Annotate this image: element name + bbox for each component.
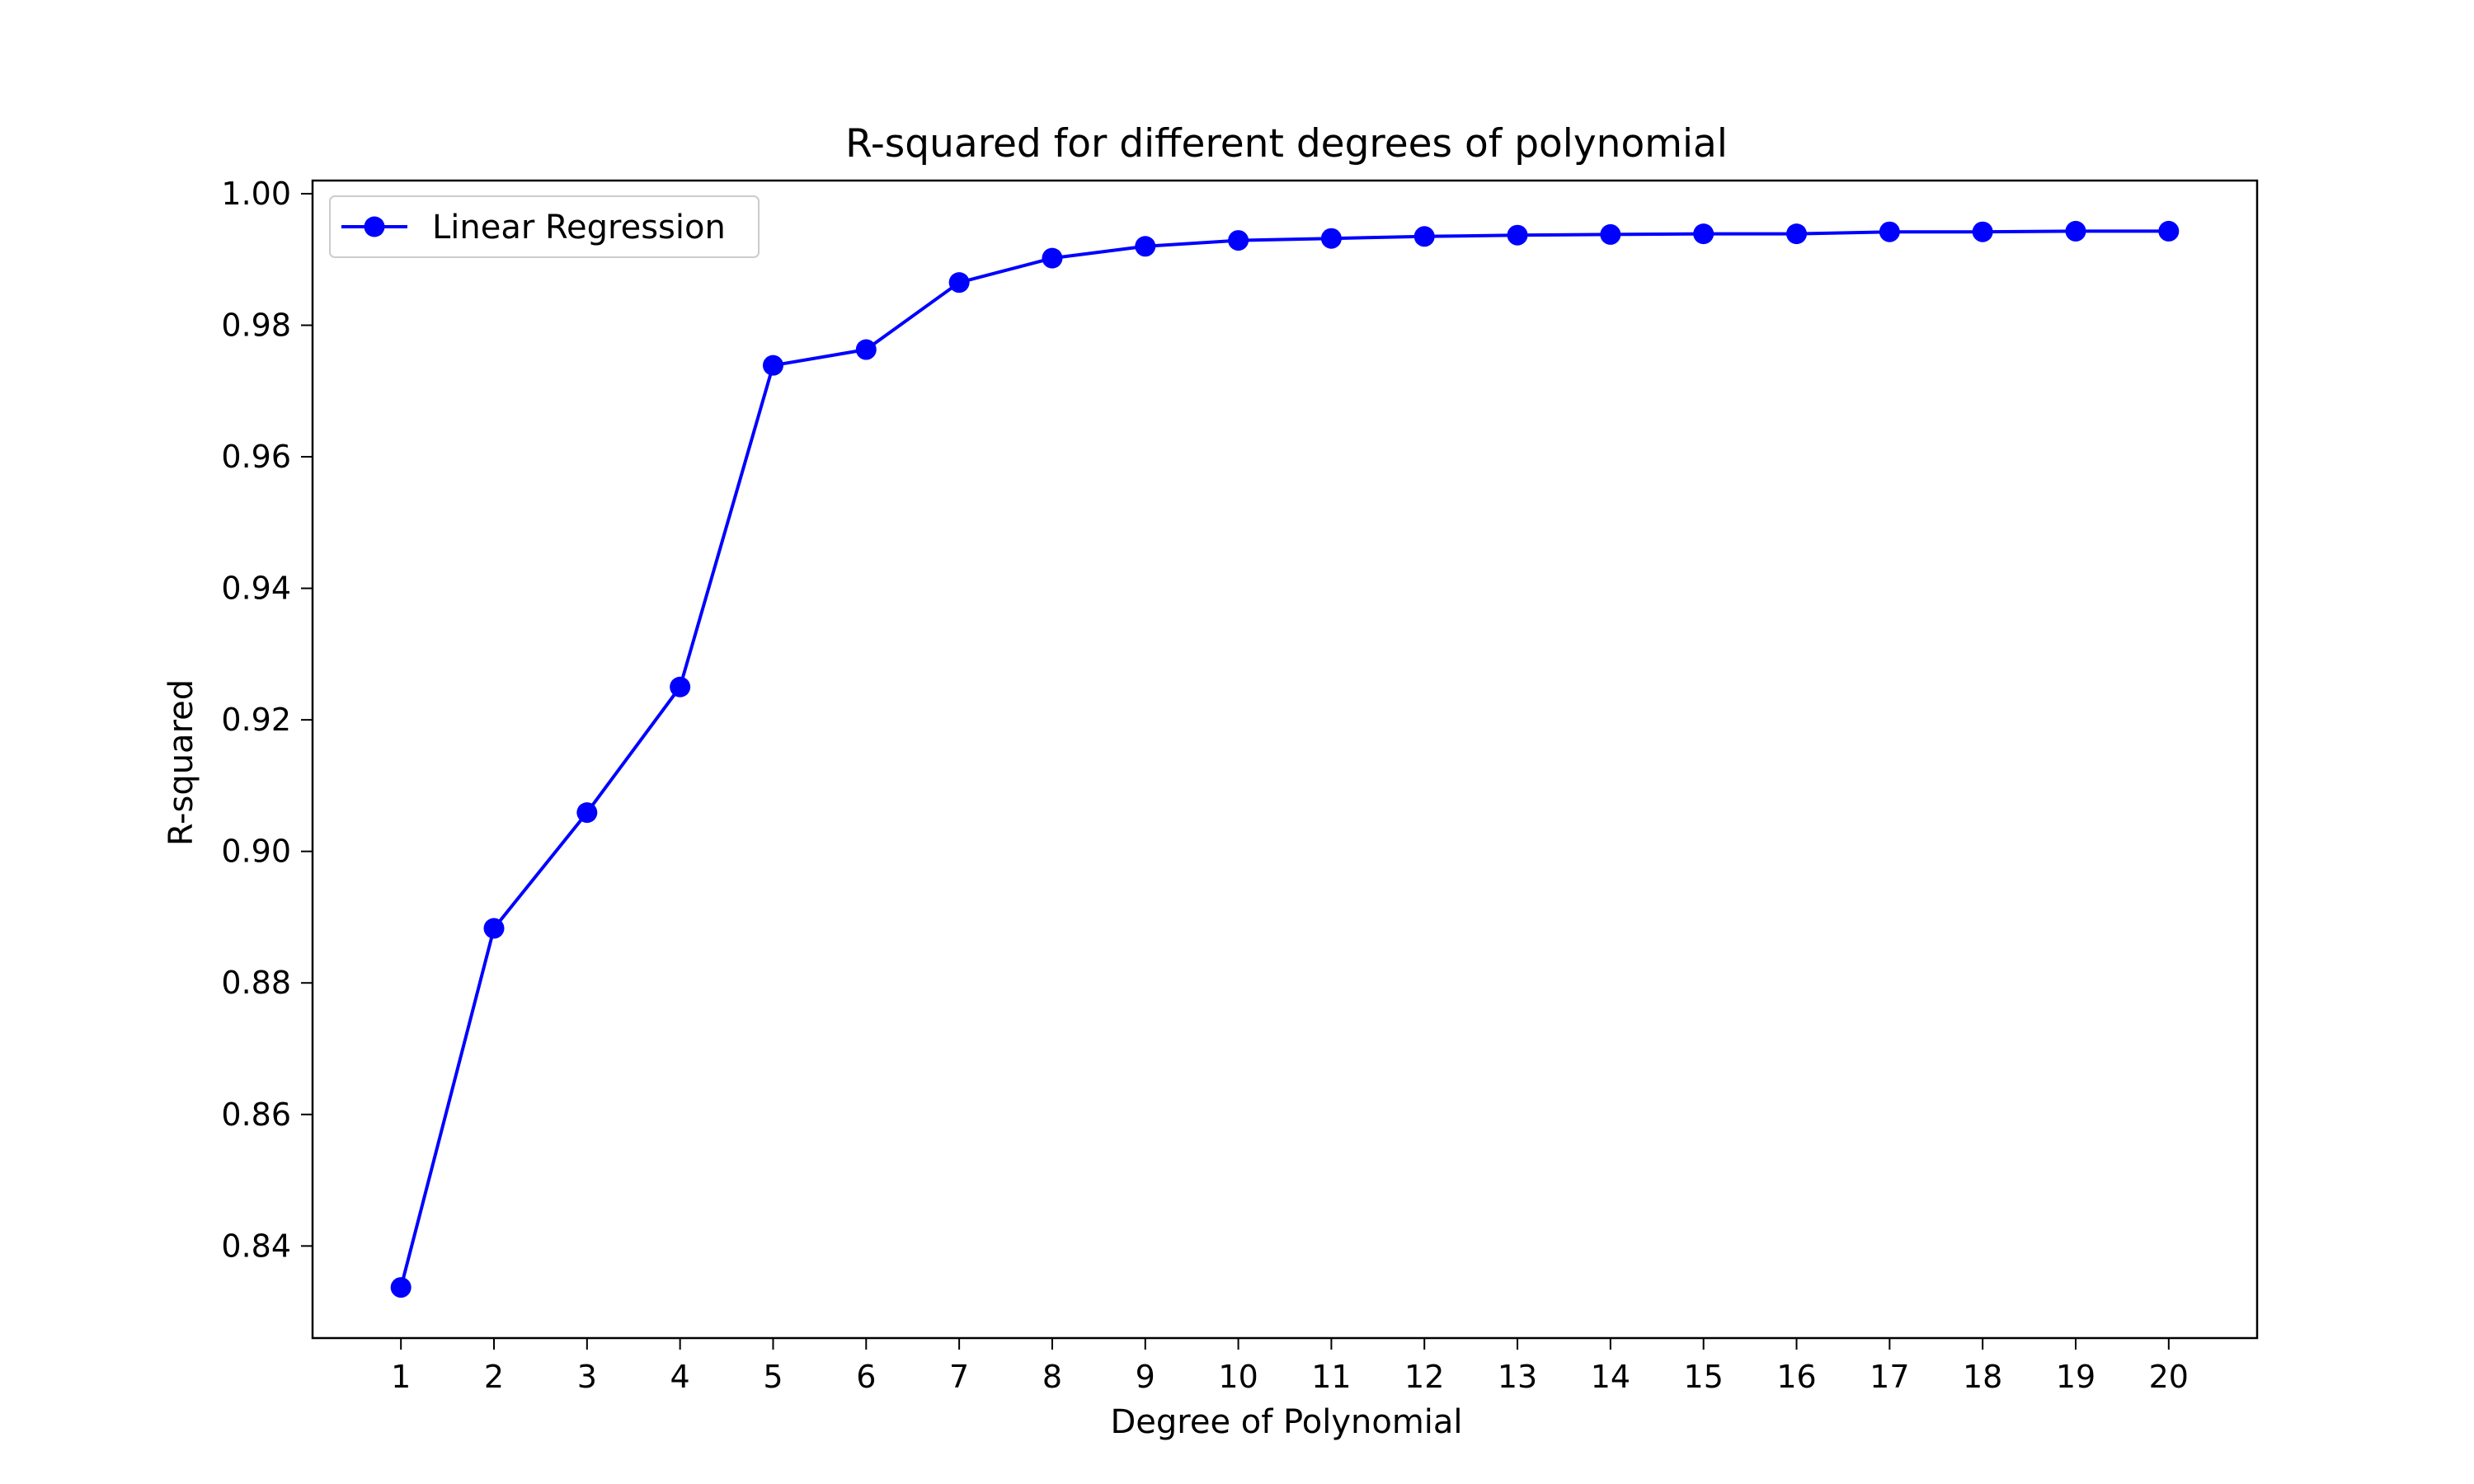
x-tick-label: 8 <box>1042 1359 1062 1395</box>
y-axis-label: R-squared <box>162 679 200 846</box>
plot-area <box>311 179 2259 1340</box>
x-tick-label: 19 <box>2056 1359 2095 1395</box>
x-tick-label: 4 <box>670 1359 690 1395</box>
data-point <box>390 1277 412 1298</box>
x-tick-label: 15 <box>1684 1359 1724 1395</box>
x-tick-label: 2 <box>484 1359 504 1395</box>
x-tick-label: 12 <box>1404 1359 1444 1395</box>
x-tick-label: 14 <box>1591 1359 1630 1395</box>
series-line <box>399 229 2169 1289</box>
data-point <box>1042 247 1063 269</box>
y-tick-label: 0.92 <box>221 702 291 738</box>
x-tick-label: 11 <box>1311 1359 1351 1395</box>
legend: Linear Regression <box>329 195 760 258</box>
data-point <box>948 272 970 294</box>
data-point <box>1413 226 1435 247</box>
y-axis: 0.84 0.86 0.88 0.90 0.92 0.94 0.96 0.98 1.00 <box>221 176 313 1264</box>
x-tick-label: 10 <box>1218 1359 1258 1395</box>
data-point <box>1507 224 1528 246</box>
y-tick-label: 0.86 <box>221 1097 291 1133</box>
data-point <box>762 355 783 376</box>
y-tick-label: 0.94 <box>221 571 291 607</box>
y-tick-label: 0.96 <box>221 439 291 475</box>
legend-label: Linear Regression <box>432 209 726 247</box>
x-tick-label: 1 <box>391 1359 411 1395</box>
legend-marker-icon <box>364 216 385 237</box>
data-point <box>670 676 691 697</box>
y-tick-label: 0.90 <box>221 834 291 870</box>
data-point <box>1135 236 1156 257</box>
data-point <box>483 918 505 939</box>
y-tick-label: 0.88 <box>221 965 291 1001</box>
data-point <box>2065 220 2086 242</box>
data-point <box>1600 223 1621 245</box>
x-axis: 1 2 3 4 5 6 7 8 9 10 11 12 13 14 15 16 17 18 19 20 <box>391 1338 2189 1395</box>
x-tick-label: 9 <box>1136 1359 1155 1395</box>
y-tick-label: 1.00 <box>221 176 291 212</box>
y-tick-label: 0.84 <box>221 1228 291 1264</box>
x-axis-label: Degree of Polynomial <box>1110 1403 1462 1441</box>
x-tick-label: 5 <box>763 1359 783 1395</box>
x-tick-label: 13 <box>1498 1359 1537 1395</box>
data-point <box>1786 223 1808 245</box>
series-layer <box>390 220 2180 1298</box>
data-point <box>1228 230 1249 251</box>
chart-title: R-squared for different degrees of polyn… <box>845 121 1728 167</box>
x-tick-label: 7 <box>949 1359 969 1395</box>
data-point <box>1693 223 1714 245</box>
x-tick-label: 3 <box>577 1359 597 1395</box>
data-point <box>576 802 598 824</box>
data-point <box>1972 221 1993 242</box>
x-tick-label: 6 <box>856 1359 876 1395</box>
data-point <box>1320 228 1342 249</box>
x-tick-label: 20 <box>2149 1359 2189 1395</box>
y-tick-label: 0.98 <box>221 308 291 344</box>
x-tick-label: 18 <box>1963 1359 2002 1395</box>
data-point <box>855 339 877 360</box>
data-point <box>1879 221 1900 242</box>
legend-box <box>329 195 760 258</box>
plot-frame <box>311 179 2259 1340</box>
data-point <box>2158 220 2180 242</box>
x-tick-label: 17 <box>1870 1359 1909 1395</box>
x-tick-label: 16 <box>1776 1359 1816 1395</box>
